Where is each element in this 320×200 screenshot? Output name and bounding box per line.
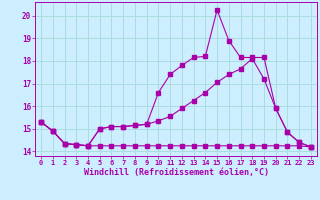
X-axis label: Windchill (Refroidissement éolien,°C): Windchill (Refroidissement éolien,°C): [84, 168, 268, 177]
